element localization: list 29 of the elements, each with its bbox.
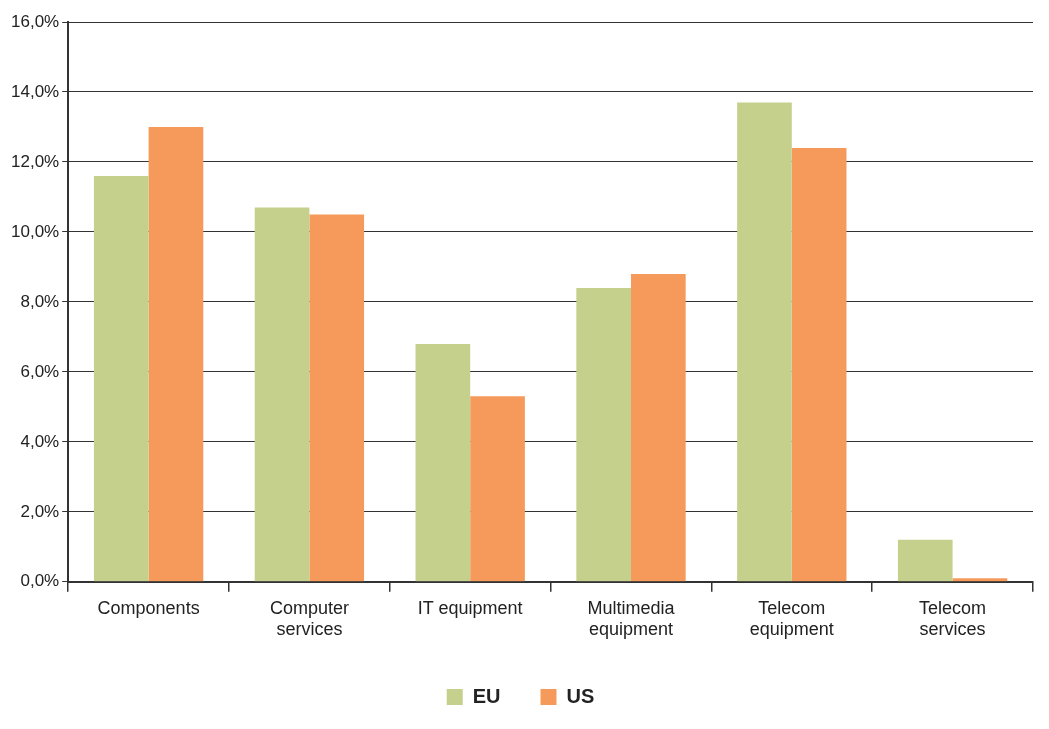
bar: [254, 207, 310, 582]
legend-label: EU: [472, 684, 501, 707]
y-tick-label: 6,0%: [20, 361, 60, 381]
bar: [791, 147, 847, 582]
bar: [470, 396, 525, 582]
y-tick-label: 8,0%: [20, 291, 60, 311]
x-tick-label: Telecom equipment: [749, 597, 834, 640]
y-tick-label: 12,0%: [11, 151, 60, 171]
bar: [148, 126, 204, 582]
bar: [737, 102, 792, 582]
bar: [897, 539, 953, 582]
y-tick-label: 16,0%: [11, 11, 60, 31]
y-tick-label: 0,0%: [20, 571, 60, 591]
y-tick-label: 2,0%: [20, 501, 60, 521]
y-tick-label: 10,0%: [11, 221, 60, 241]
x-tick-label: Telecom services: [919, 597, 987, 640]
x-tick-label: IT equipment: [417, 597, 523, 618]
bar: [952, 578, 1008, 582]
x-tick-label: Computer services: [269, 597, 349, 640]
bar: [309, 214, 365, 582]
bar: [631, 273, 686, 582]
bar: [415, 343, 471, 582]
bar: [576, 287, 631, 582]
bar: [93, 175, 149, 582]
x-tick-label: Components: [97, 597, 200, 618]
y-tick-label: 14,0%: [11, 81, 60, 101]
legend-label: US: [566, 684, 595, 707]
x-tick-label: Multimedia equipment: [587, 597, 676, 640]
y-tick-label: 4,0%: [20, 431, 60, 451]
